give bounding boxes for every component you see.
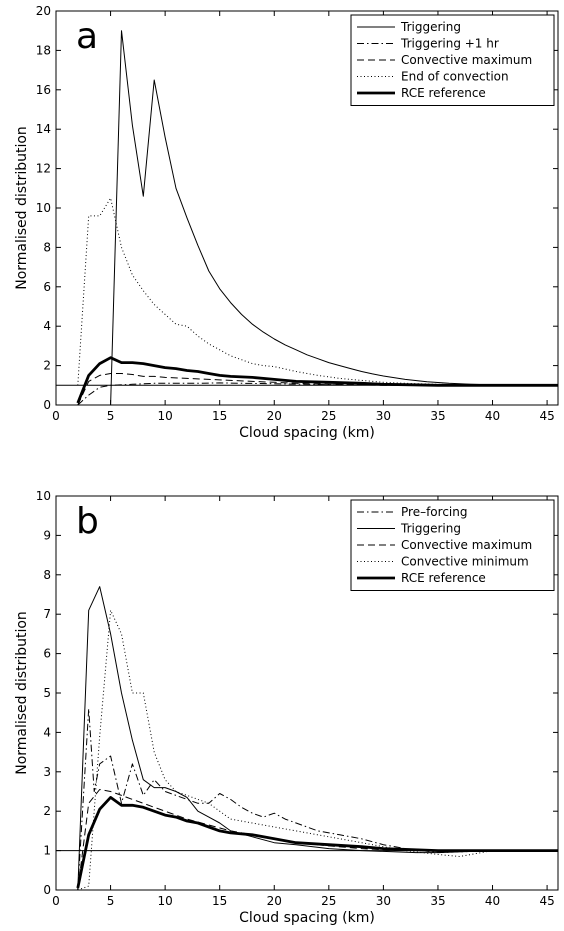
series-line-0 bbox=[77, 30, 558, 405]
legend: Pre–forcing Triggering Convective maximum C… bbox=[350, 499, 555, 591]
chart-panel-a: 0 5 10 15 20 25 30 35 40 45 0 2 4 6 8 10 12 14 16 18 20 Cloud… bbox=[14, 4, 559, 441]
y-tick-label: 4 bbox=[43, 319, 51, 333]
y-tick-label: 3 bbox=[43, 765, 51, 779]
series-line-4 bbox=[76, 796, 558, 889]
y-tick-label: 14 bbox=[36, 122, 51, 136]
y-axis-label: Normalised distribution bbox=[14, 611, 30, 775]
legend-label-1: Triggering +1 hr bbox=[400, 37, 499, 51]
x-tick-label: 0 bbox=[52, 894, 60, 908]
series-group bbox=[56, 586, 558, 890]
series-line-2 bbox=[77, 789, 558, 890]
x-tick-label: 5 bbox=[107, 409, 115, 423]
x-tick-label: 35 bbox=[430, 894, 445, 908]
y-tick-label: 4 bbox=[43, 725, 51, 739]
x-tick-label: 10 bbox=[157, 409, 172, 423]
y-axis-label: Normalised distribution bbox=[14, 126, 30, 290]
x-tick-label: 5 bbox=[107, 894, 115, 908]
x-tick-label: 20 bbox=[267, 409, 282, 423]
legend-label-2: Convective maximum bbox=[401, 53, 532, 67]
y-tick-label: 18 bbox=[36, 43, 51, 57]
legend-label-4: RCE reference bbox=[401, 86, 486, 100]
y-tick-label: 5 bbox=[43, 686, 51, 700]
legend-label-3: End of convection bbox=[401, 70, 509, 84]
y-tick-label: 16 bbox=[36, 83, 51, 97]
x-tick-label: 45 bbox=[539, 409, 554, 423]
x-tick-label: 25 bbox=[321, 409, 336, 423]
legend-label-0: Pre–forcing bbox=[401, 505, 467, 519]
x-tick-label: 10 bbox=[157, 894, 172, 908]
legend: Triggering Triggering +1 hr Convective max… bbox=[350, 14, 555, 106]
legend-label-4: RCE reference bbox=[401, 571, 486, 585]
y-tick-label: 2 bbox=[43, 804, 51, 818]
panel-letter: b bbox=[76, 501, 99, 542]
y-tick-label: 2 bbox=[43, 359, 51, 373]
x-tick-label: 0 bbox=[52, 409, 60, 423]
y-tick-label: 10 bbox=[36, 201, 51, 215]
series-line-2 bbox=[77, 373, 558, 405]
y-tick-label: 8 bbox=[43, 240, 51, 254]
x-tick-label: 40 bbox=[485, 409, 500, 423]
legend-label-1: Triggering bbox=[400, 522, 461, 536]
panel-letter: a bbox=[76, 16, 98, 57]
y-tick-label: 6 bbox=[43, 280, 51, 294]
series-line-0 bbox=[77, 708, 558, 890]
x-tick-label: 20 bbox=[267, 894, 282, 908]
x-tick-label: 30 bbox=[376, 894, 391, 908]
series-line-3 bbox=[77, 609, 558, 890]
series-group bbox=[56, 30, 558, 405]
y-tick-label: 20 bbox=[36, 4, 51, 18]
x-tick-label: 15 bbox=[212, 894, 227, 908]
y-tick-label: 1 bbox=[43, 844, 51, 858]
x-tick-label: 45 bbox=[539, 894, 554, 908]
y-tick-label: 10 bbox=[36, 489, 51, 503]
series-line-1 bbox=[77, 586, 558, 890]
y-tick-label: 7 bbox=[43, 607, 51, 621]
x-tick-label: 40 bbox=[485, 894, 500, 908]
legend-label-2: Convective maximum bbox=[401, 538, 532, 552]
legend-label-3: Convective minimum bbox=[401, 555, 529, 569]
y-tick-label: 6 bbox=[43, 647, 51, 661]
x-axis-label: Cloud spacing (km) bbox=[239, 425, 375, 441]
y-tick-label: 8 bbox=[43, 568, 51, 582]
y-tick-label: 0 bbox=[43, 398, 51, 412]
x-axis-label: Cloud spacing (km) bbox=[239, 910, 375, 926]
series-line-4 bbox=[76, 356, 558, 404]
x-tick-label: 30 bbox=[376, 409, 391, 423]
y-tick-label: 9 bbox=[43, 528, 51, 542]
y-tick-label: 0 bbox=[43, 883, 51, 897]
x-tick-label: 15 bbox=[212, 409, 227, 423]
legend-label-0: Triggering bbox=[400, 20, 461, 34]
series-line-3 bbox=[77, 197, 558, 386]
x-tick-label: 25 bbox=[321, 894, 336, 908]
x-tick-label: 35 bbox=[430, 409, 445, 423]
y-tick-label: 12 bbox=[36, 162, 51, 176]
